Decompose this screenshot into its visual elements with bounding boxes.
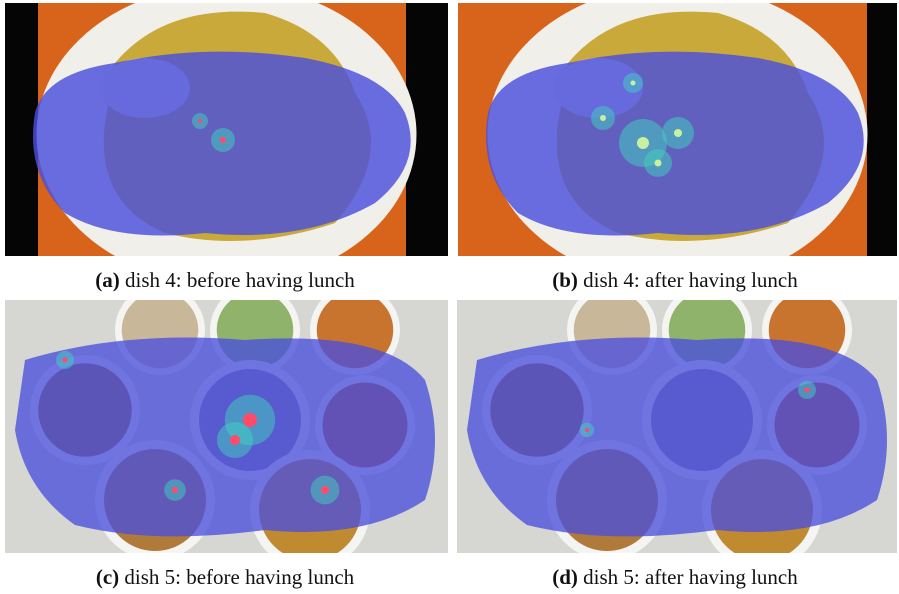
hotspot [585,428,589,432]
hotspot [220,137,226,143]
hotspot [63,358,68,363]
panel-image [5,300,448,553]
hotspot [805,388,810,393]
hotspot [198,119,202,123]
hotspot [230,435,240,445]
hotspot [243,413,257,427]
caption-text: dish 5: before having lunch [124,565,354,589]
caption-text: dish 4: before having lunch [125,268,355,292]
hotspot [631,81,636,86]
panel-image [458,3,897,256]
panel-image [5,3,448,256]
panel-label: (b) [552,268,578,292]
hotspot [674,129,682,137]
hotspot [655,160,662,167]
panel-label: (a) [95,268,120,292]
panel-image [457,300,897,553]
panel-caption: (d) dish 5: after having lunch [450,565,899,590]
panel-caption: (c) dish 5: before having lunch [0,565,450,590]
caption-text: dish 5: after having lunch [583,565,798,589]
panel-label: (d) [552,565,578,589]
hotspot [637,137,649,149]
heatmap [467,338,887,537]
caption-text: dish 4: after having lunch [583,268,798,292]
hotspot [321,486,329,494]
figure: (a) dish 4: before having lunch(b) dish … [0,0,899,594]
panel-label: (c) [96,565,119,589]
hotspot [600,115,606,121]
hotspot [172,487,178,493]
panel-caption: (b) dish 4: after having lunch [450,268,899,293]
panel-caption: (a) dish 4: before having lunch [0,268,450,293]
